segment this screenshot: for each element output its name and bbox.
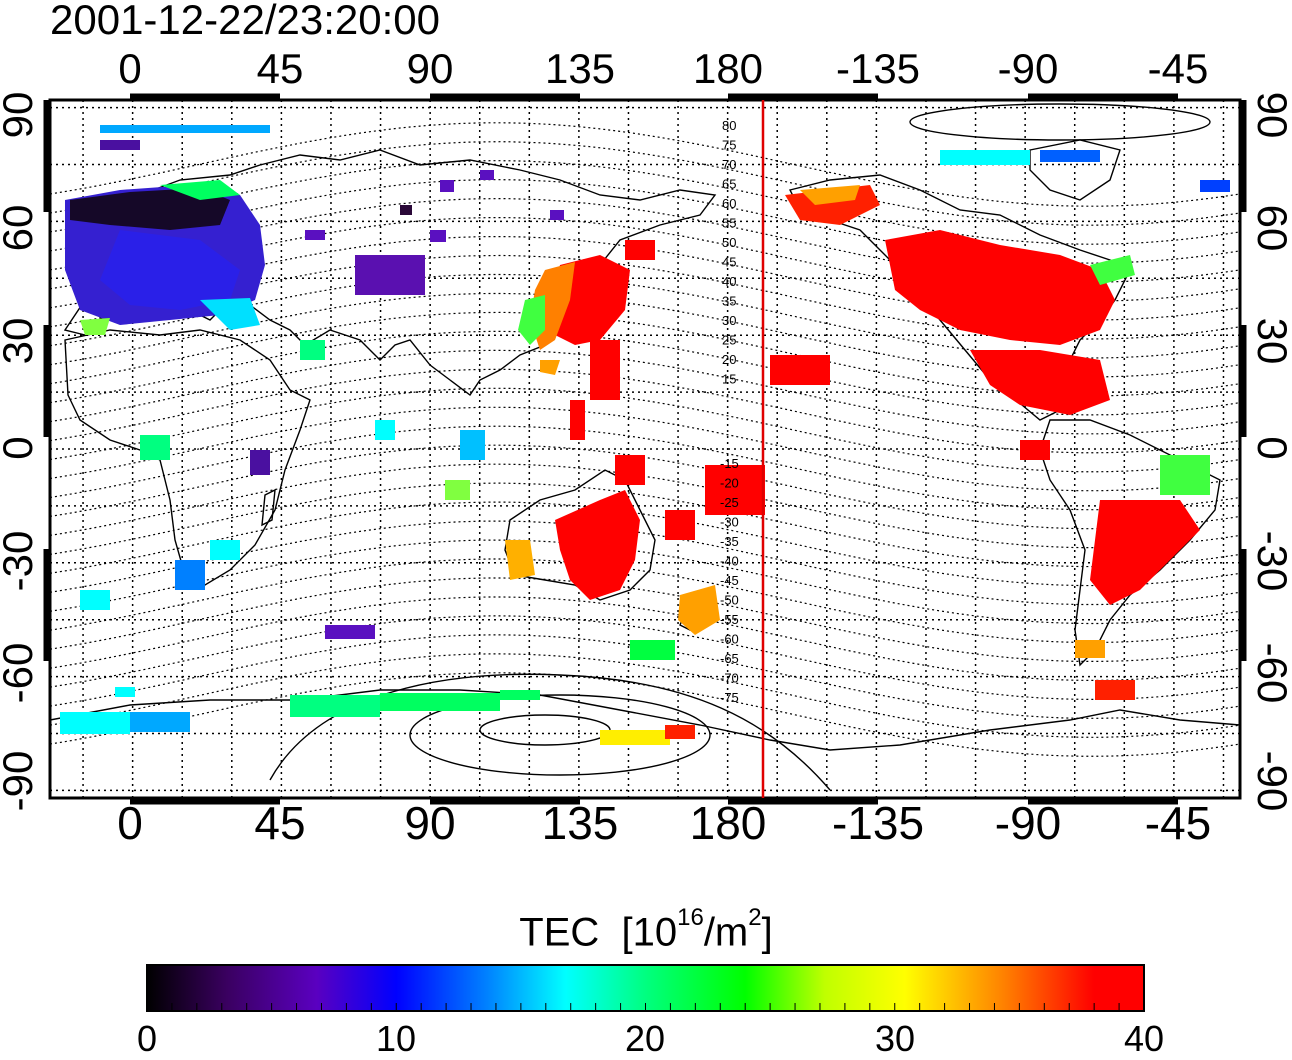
top-lon-tick: 0 <box>118 45 142 92</box>
contour-label: -50 <box>720 593 739 608</box>
contour-label: 75 <box>722 138 736 153</box>
contour-label: -60 <box>720 632 739 647</box>
contour-line <box>50 672 1240 757</box>
contour-line <box>50 444 1240 530</box>
top-lon-tick: 135 <box>544 45 616 92</box>
contour-line <box>50 425 1240 511</box>
map-title: 2001-12-22/23:20:00 <box>50 0 440 43</box>
colorbar-tick: 40 <box>1123 1018 1165 1059</box>
unit-suffix: ] <box>761 910 773 955</box>
contour-label: -20 <box>720 476 739 491</box>
contour-label: -35 <box>720 534 739 549</box>
contour-label: 70 <box>722 157 736 172</box>
contour-label: -75 <box>720 690 739 705</box>
contour-label: -40 <box>720 554 739 569</box>
contour-label: 80 <box>722 118 736 133</box>
colorbar-tick: 10 <box>375 1018 417 1059</box>
bottom-lon-tick: -45 <box>1144 797 1212 849</box>
contour-line <box>50 406 1240 492</box>
colorbar-tick: 20 <box>624 1018 666 1059</box>
contour-label: -30 <box>720 515 739 530</box>
top-lon-tick: -135 <box>835 45 921 92</box>
unit-exponent-2: 2 <box>748 904 762 931</box>
contour-label: 20 <box>722 352 736 367</box>
colorbar-minor-ticks <box>171 1003 1120 1011</box>
contour-label: -65 <box>720 651 739 666</box>
bottom-lon-tick: 45 <box>254 797 306 849</box>
contour-line <box>50 349 1240 435</box>
top-lon-tick: 90 <box>406 45 454 92</box>
contour-line <box>50 634 1240 719</box>
bottom-lon-tick: 135 <box>541 797 619 849</box>
contour-line <box>50 577 1240 662</box>
contour-label: -55 <box>720 612 739 627</box>
top-lon-tick: 180 <box>692 45 764 92</box>
contour-label: 15 <box>722 372 736 387</box>
contour-label: 25 <box>722 333 736 348</box>
contour-label: -45 <box>720 573 739 588</box>
contour-line <box>50 330 1240 416</box>
unit-prefix: [10 <box>621 910 678 955</box>
contour-label: 60 <box>722 196 736 211</box>
contour-label: 40 <box>722 274 736 289</box>
contour-line <box>50 558 1240 644</box>
contour-line <box>50 520 1240 606</box>
unit-mid: /m <box>703 910 749 955</box>
top-lon-tick: 45 <box>256 45 304 92</box>
bottom-lon-tick: 180 <box>689 797 767 849</box>
bottom-lon-tick: 0 <box>117 797 143 849</box>
contour-label: 30 <box>722 313 736 328</box>
top-lon-tick: -45 <box>1147 45 1209 92</box>
colorbar-tick: 0 <box>136 1018 158 1059</box>
contour-line <box>50 539 1240 625</box>
colorbar-tick: 30 <box>874 1018 916 1059</box>
contour-line <box>50 615 1240 701</box>
contour-labels: 80 75 70 65 60 55 50 45 40 35 30 25 20 15 -15 -20 -25 -30… <box>720 118 739 705</box>
contour-line <box>50 122 1240 207</box>
tec-observations <box>60 125 1230 745</box>
contour-line <box>50 596 1240 681</box>
contour-line <box>50 463 1240 549</box>
contour-line <box>50 387 1240 473</box>
contour-label: 50 <box>722 235 736 250</box>
top-lon-tick: -90 <box>997 45 1059 92</box>
contour-line <box>50 653 1240 738</box>
contour-line <box>50 501 1240 587</box>
contour-label: 65 <box>722 177 736 192</box>
contour-line <box>50 141 1240 226</box>
contour-label: 55 <box>722 216 736 231</box>
contour-label: -70 <box>720 671 739 686</box>
unit-exponent: 16 <box>677 904 704 931</box>
bottom-lon-tick: 90 <box>404 797 456 849</box>
frame-ticks <box>43 93 1247 805</box>
contour-label: 45 <box>722 255 736 270</box>
colorbar-title: TEC [1016/m2] <box>0 904 1292 955</box>
bottom-lon-tick: -135 <box>831 797 925 849</box>
contour-line <box>50 482 1240 568</box>
colorbar-quantity: TEC <box>519 910 600 955</box>
contour-label: 35 <box>722 294 736 309</box>
contour-label: -25 <box>720 495 739 510</box>
contour-label: -15 <box>720 456 739 471</box>
contour-line <box>50 160 1240 245</box>
bottom-lon-tick: -90 <box>994 797 1062 849</box>
